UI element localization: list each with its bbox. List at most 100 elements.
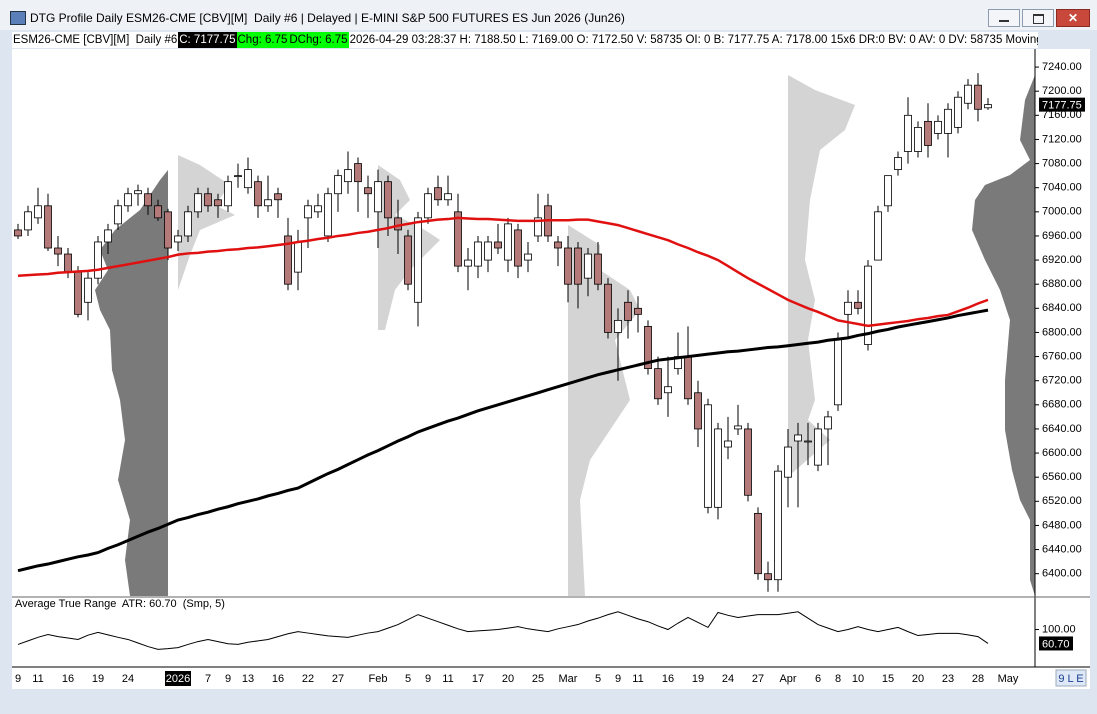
- candle-body: [914, 126, 922, 152]
- candle-body: [984, 104, 992, 109]
- candle-body: [714, 428, 722, 508]
- restore-button[interactable]: [1022, 9, 1054, 27]
- y-tick-label: 7000.00: [1042, 206, 1082, 218]
- x-tick-label: 7: [205, 673, 211, 685]
- volume-profile: [178, 155, 235, 290]
- candle-body: [344, 169, 352, 183]
- y-tick-label: 6400.00: [1042, 568, 1082, 580]
- close-field: C: 7177.75: [178, 32, 237, 48]
- y-tick-label: 7240.00: [1042, 61, 1082, 73]
- candle-body: [734, 425, 742, 430]
- x-tick-label: Mar: [559, 673, 578, 685]
- moving-average: [17, 308, 989, 573]
- candle-body: [224, 181, 232, 207]
- candle-body: [704, 404, 712, 508]
- candle-body: [484, 241, 492, 261]
- candle-body: [724, 440, 732, 448]
- x-tick-label: 25: [532, 673, 544, 685]
- candle-body: [74, 271, 82, 315]
- candle-body: [134, 190, 142, 195]
- y-tick-label: 6720.00: [1042, 375, 1082, 387]
- candle-body: [184, 211, 192, 237]
- candle-body: [164, 211, 172, 249]
- candle-body: [594, 253, 602, 285]
- y-tick-label: 6840.00: [1042, 302, 1082, 314]
- y-tick-label: 6640.00: [1042, 423, 1082, 435]
- y-tick-label: 6960.00: [1042, 230, 1082, 242]
- x-tick-label: 17: [472, 673, 484, 685]
- candle-body: [634, 307, 642, 315]
- y-tick-label: 100.00: [1042, 623, 1076, 635]
- x-tick-label: 9: [615, 673, 621, 685]
- x-tick-label: 27: [332, 673, 344, 685]
- candle-body: [444, 193, 452, 201]
- y-tick-label: 6760.00: [1042, 350, 1082, 362]
- candle-body: [504, 223, 512, 261]
- candle-body: [234, 175, 242, 178]
- x-tick-label: 2026: [166, 673, 190, 685]
- candle-body: [924, 120, 932, 146]
- close-button[interactable]: ✕: [1056, 9, 1090, 27]
- y-tick-label: 6560.00: [1042, 471, 1082, 483]
- x-tick-label: 16: [62, 673, 74, 685]
- candle-body: [14, 229, 22, 237]
- x-tick-label: 16: [662, 673, 674, 685]
- x-tick-label: 16: [272, 673, 284, 685]
- candle-body: [194, 193, 202, 213]
- candle-body: [624, 301, 632, 321]
- x-tick-label: 9: [15, 673, 21, 685]
- x-tick-label: 11: [442, 673, 453, 685]
- candle-body: [764, 573, 772, 581]
- y-tick-label: 7120.00: [1042, 133, 1082, 145]
- status-flags: 9 L E: [1058, 673, 1083, 685]
- volume-profile: [788, 75, 855, 475]
- y-tick-label: 6440.00: [1042, 543, 1082, 555]
- candle-body: [174, 235, 182, 243]
- minimize-button[interactable]: [988, 9, 1020, 27]
- candle-body: [454, 211, 462, 267]
- volume-profile: [95, 170, 168, 596]
- chart-background: [12, 49, 1090, 689]
- x-tick-label: 5: [595, 673, 601, 685]
- details-field: 2026-04-29 03:28:37 H: 7188.50 L: 7169.0…: [349, 34, 1038, 46]
- candle-body: [754, 512, 762, 575]
- x-tick-label: 24: [722, 673, 734, 685]
- last-price-box: [1039, 97, 1085, 112]
- last-value-box: [1039, 636, 1073, 651]
- candle-body: [844, 301, 852, 315]
- window-title: DTG Profile Daily ESM26-CME [CBV][M] Dai…: [30, 11, 625, 25]
- candle-body: [954, 96, 962, 128]
- candle-body: [884, 175, 892, 207]
- x-tick-label: 20: [912, 673, 924, 685]
- candle-body: [874, 211, 882, 261]
- candle-body: [684, 356, 692, 400]
- candle-body: [104, 229, 112, 243]
- candle-body: [474, 241, 482, 267]
- volume-profiles: [95, 75, 1035, 596]
- app-icon: [10, 11, 26, 25]
- candle-body: [64, 253, 72, 273]
- y-tick-label: 7160.00: [1042, 109, 1082, 121]
- x-tick-label: 8: [835, 673, 841, 685]
- x-tick-label: 11: [632, 673, 643, 685]
- y-tick-label: 6920.00: [1042, 254, 1082, 266]
- candle-body: [394, 217, 402, 231]
- candle-body: [514, 229, 522, 267]
- candle-body: [964, 84, 972, 104]
- candle-body: [894, 157, 902, 171]
- candle-body: [284, 235, 292, 285]
- candle-body: [264, 199, 272, 207]
- x-tick-label: Feb: [369, 673, 388, 685]
- volume-profile: [972, 75, 1035, 596]
- x-tick-label: 23: [942, 673, 954, 685]
- candle-body: [564, 247, 572, 285]
- candle-body: [384, 181, 392, 219]
- symbol: ESM26-CME [CBV][M] Daily #6: [13, 34, 178, 46]
- x-tick-label: May: [998, 673, 1019, 685]
- candle-body: [824, 416, 832, 430]
- y-tick-label: 6480.00: [1042, 519, 1082, 531]
- candle-body: [934, 120, 942, 134]
- candle-body: [374, 181, 382, 213]
